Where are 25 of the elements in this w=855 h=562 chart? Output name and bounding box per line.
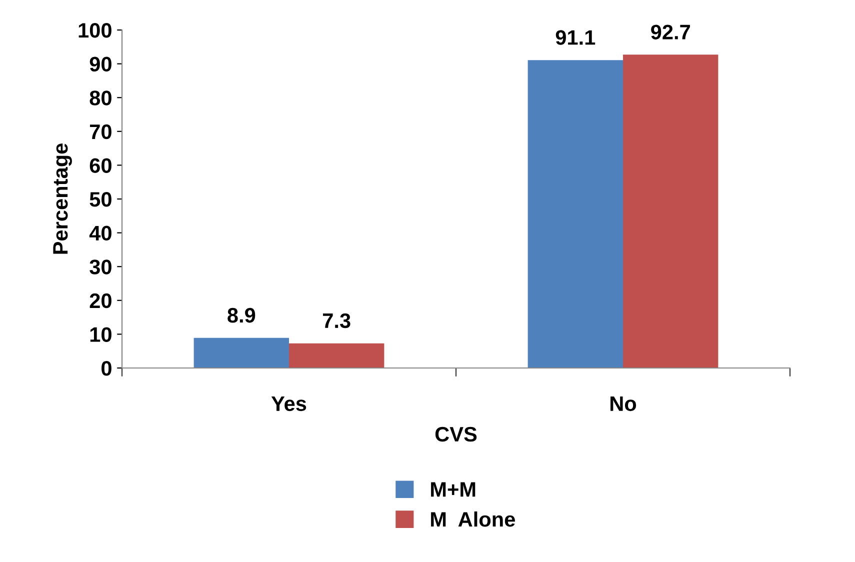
data-label: 7.3 [323,313,350,328]
data-label: 8.9 [228,308,256,323]
y-tick-label: 20 [90,293,112,308]
bar [528,60,623,368]
bar [194,338,289,368]
data-label: 92.7 [651,24,690,40]
x-axis-title: CVS [435,426,477,442]
y-tick-label: 70 [90,124,112,140]
bar [623,54,718,368]
y-tick-label: 80 [90,90,112,106]
y-tick-label: 30 [90,260,112,274]
y-tick-label: 100 [78,23,112,38]
y-tick-label: 40 [89,226,112,241]
y-tick-label: 60 [90,158,112,173]
y-tick-label: 50 [90,192,112,207]
data-label: 91.1 [556,30,596,45]
bar [289,343,384,368]
y-tick-label: 0 [102,361,112,376]
y-axis-title: Percentage [53,144,72,254]
y-tick-label: 90 [90,56,112,72]
x-tick-label: No [610,396,636,412]
y-tick-label: 10 [90,327,112,342]
legend-label: M Alone [431,511,515,527]
x-tick-label: Yes [271,396,306,412]
legend-label: M+M [431,482,476,497]
